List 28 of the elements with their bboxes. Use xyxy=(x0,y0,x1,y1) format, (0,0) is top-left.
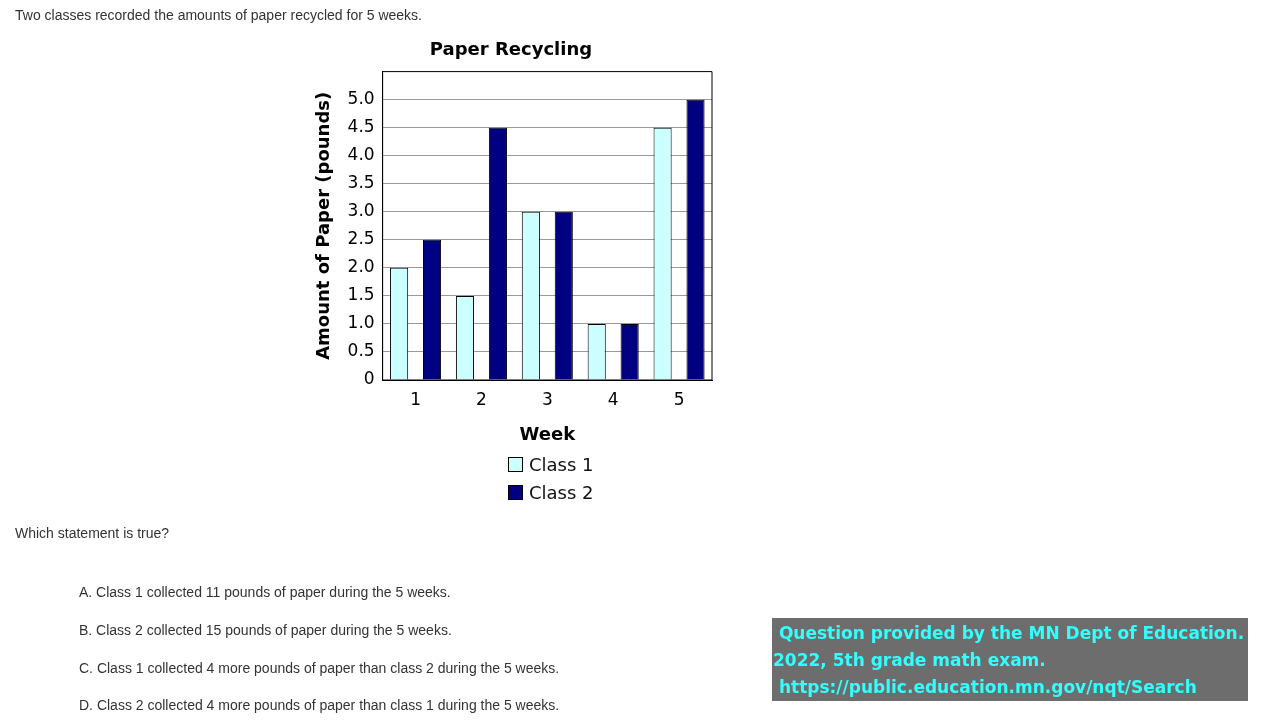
x-tick-label: 2 xyxy=(476,388,487,409)
chart-title: Paper Recycling xyxy=(429,38,593,60)
y-tick-label: 3.0 xyxy=(347,200,375,221)
y-tick-label: 3.5 xyxy=(347,172,375,193)
y-tick-label: 2.5 xyxy=(347,228,375,249)
text: D. Class 2 collected 4 more pounds of paper than class 1 during the 5 weeks. xyxy=(79,697,560,713)
y-tick-label: 0.5 xyxy=(347,340,375,361)
text: Question provided by the MN Dept of Education. 2022, 5th grade math exam. https://public.education.mn.gov/nqt/Search xyxy=(772,618,1248,701)
text: Two classes recorded the amounts of paper recycled for 5 weeks. xyxy=(15,7,422,23)
x-tick-label: 3 xyxy=(541,388,553,409)
text: B. Class 2 collected 15 pounds of paper during the 5 weeks. xyxy=(79,622,452,638)
x-tick-label: 4 xyxy=(607,388,619,409)
x-axis-title: Week xyxy=(519,422,577,444)
y-tick-label: 1.5 xyxy=(347,284,375,305)
y-tick-label: 5.0 xyxy=(347,88,375,109)
text: A. Class 1 collected 11 pounds of paper during the 5 weeks. xyxy=(79,584,451,600)
y-tick-label: 4.5 xyxy=(347,116,375,137)
y-axis-title: Amount of Paper (pounds) xyxy=(312,91,334,360)
text: Which statement is true? xyxy=(15,525,170,541)
text: C. Class 1 collected 4 more pounds of paper than class 2 during the 5 weeks. xyxy=(79,660,560,676)
y-tick-label: 0 xyxy=(363,368,375,389)
y-tick-label: 4.0 xyxy=(347,144,375,165)
y-tick-label: 2.0 xyxy=(347,256,375,277)
x-tick-label: 1 xyxy=(410,388,421,409)
y-tick-label: 1.0 xyxy=(347,312,375,333)
legend-label: Class 1 xyxy=(529,453,594,475)
x-tick-label: 5 xyxy=(673,388,685,409)
legend-label: Class 2 xyxy=(529,481,594,503)
